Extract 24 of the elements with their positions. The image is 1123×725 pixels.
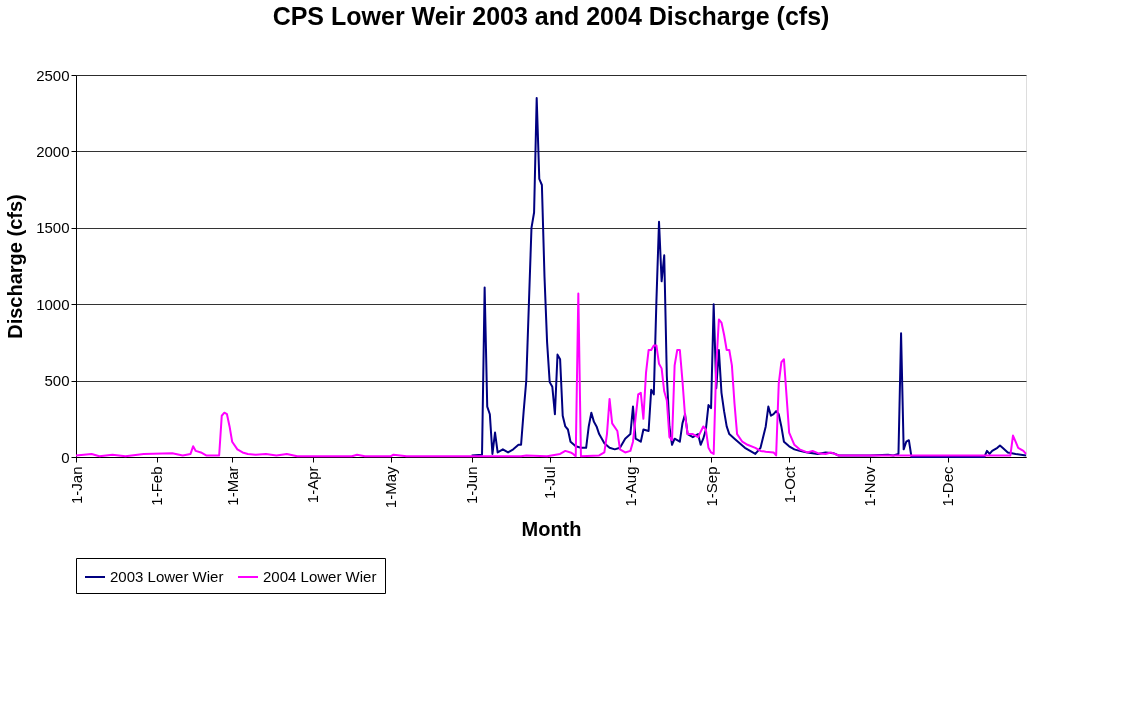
- x-tick-label: 1-Aug: [621, 466, 639, 507]
- y-tick-label: 2000: [36, 142, 70, 160]
- y-axis-title: Discharge (cfs): [4, 194, 27, 339]
- x-tick-label: 1-Feb: [148, 466, 166, 506]
- x-tick-label: 1-Sep: [702, 466, 720, 507]
- x-tick-label: 1-Jul: [541, 466, 559, 500]
- y-tick-label: 0: [61, 448, 70, 466]
- x-tick-label: 1-Mar: [223, 466, 241, 506]
- x-tick-label: 1-Apr: [304, 466, 322, 504]
- x-tick-label: 1-Jun: [463, 466, 481, 505]
- x-tick-label: 1-Oct: [780, 465, 798, 504]
- y-tick-label: 1000: [36, 295, 70, 313]
- x-axis-title: Month: [521, 518, 582, 541]
- line-series: [470, 96, 1027, 458]
- x-tick-label: 1-Nov: [861, 466, 879, 507]
- x-tick-label: 1-Dec: [939, 466, 957, 507]
- y-tick-label: 500: [44, 372, 70, 390]
- legend-label: 2003 Lower Wier: [110, 568, 224, 585]
- x-tick-label: 1-Jan: [67, 466, 85, 505]
- x-tick-label: 1-May: [382, 466, 400, 509]
- chart-title: CPS Lower Weir 2003 and 2004 Discharge (cfs): [272, 2, 830, 30]
- y-tick-label: 1500: [36, 219, 70, 237]
- y-tick-label: 2500: [36, 66, 70, 84]
- legend-label: 2004 Lower Wier: [263, 568, 377, 585]
